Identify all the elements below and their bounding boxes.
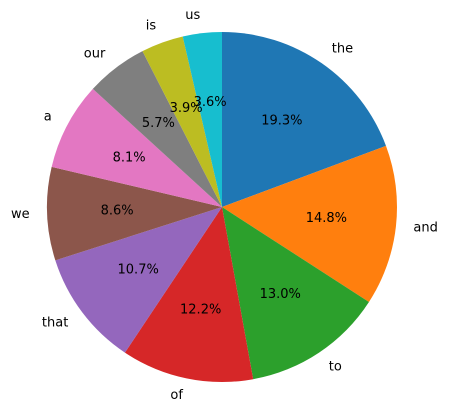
pie-pct-label: 5.7% [142, 116, 175, 131]
pie-labels: 19.3% the 14.8% and 13.0% to 12.2% of 10.7% that 8… [11, 8, 438, 403]
pie-category-label: the [332, 41, 353, 56]
pie-slice-to [222, 207, 369, 380]
pie-pct-label: 8.1% [113, 150, 146, 165]
pie-slice-a [51, 88, 222, 207]
pie-category-label: our [84, 46, 106, 61]
pie-category-label: to [329, 360, 342, 375]
pie-pct-label: 3.9% [170, 101, 203, 116]
pie-slice-us [182, 32, 222, 207]
pie-slice-the [222, 32, 386, 207]
pie-category-label: is [146, 19, 157, 34]
pie-category-label: that [42, 315, 68, 330]
pie-pct-label: 3.6% [194, 95, 227, 110]
pie-slice-our [92, 51, 223, 207]
pie-pct-label: 19.3% [261, 113, 302, 128]
pie-category-label: and [413, 220, 437, 235]
pie-slice-of [124, 207, 254, 382]
pie-category-label: us [185, 8, 200, 23]
pie-category-label: a [44, 110, 52, 125]
pie-slice-that [55, 207, 222, 353]
pie-slices [47, 32, 397, 382]
pie-category-label: we [11, 207, 30, 222]
pie-slice-and [222, 145, 397, 303]
pie-category-label: of [170, 388, 183, 403]
pie-pct-label: 14.8% [306, 211, 347, 226]
pie-pct-label: 10.7% [118, 263, 159, 278]
pie-slice-we [47, 166, 223, 261]
pie-pct-label: 13.0% [260, 287, 301, 302]
pie-slice-is [142, 36, 222, 207]
pie-pct-label: 8.6% [101, 204, 134, 219]
pie-pct-label: 12.2% [180, 302, 221, 317]
